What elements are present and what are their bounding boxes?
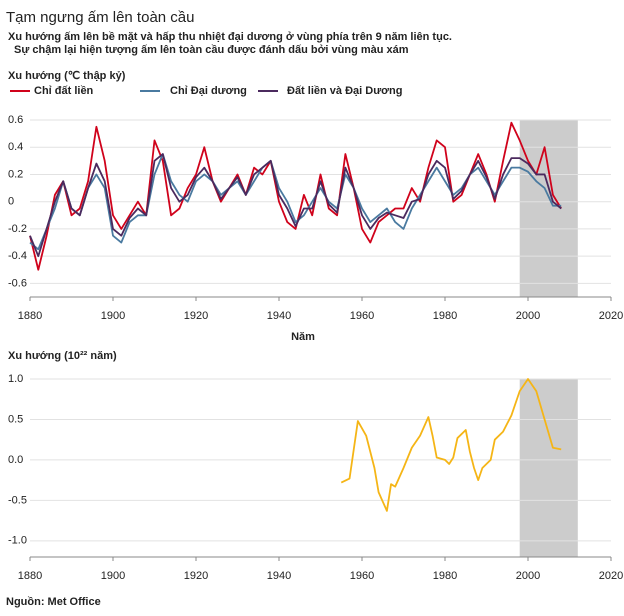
y-tick-label: -0.5 — [8, 494, 27, 506]
data-line — [29, 153, 562, 258]
x-tick-label: 1980 — [433, 570, 457, 582]
data-line — [29, 121, 562, 271]
x-tick-label: 2020 — [599, 570, 623, 582]
legend-label: Đất liền và Đại Dương — [287, 85, 402, 97]
x-tick-label: 1940 — [267, 570, 291, 582]
x-tick-label: 2000 — [516, 310, 540, 322]
source: Nguồn: Met Office — [6, 596, 101, 608]
x-tick-label: 1880 — [18, 570, 42, 582]
y-tick-label: 0.5 — [8, 413, 23, 425]
y-tick-label: 0.4 — [8, 141, 23, 153]
y-axis-label: Xu hướng (10²² năm) — [8, 350, 117, 362]
y-tick-label: 1.0 — [8, 373, 23, 385]
x-tick-label: 1980 — [433, 310, 457, 322]
x-tick-label: 1920 — [184, 310, 208, 322]
title: Tạm ngưng ấm lên toàn cầu — [6, 9, 194, 26]
y-tick-label: 0 — [8, 196, 14, 208]
shaded-region — [519, 120, 578, 297]
legend-label: Chỉ đất liền — [34, 85, 94, 97]
x-tick-label: 2020 — [599, 310, 623, 322]
shaded-region — [519, 379, 578, 557]
x-tick-label: 1880 — [18, 310, 42, 322]
x-axis-label: Năm — [291, 331, 315, 343]
x-tick-label: 1900 — [101, 310, 125, 322]
x-tick-label: 1940 — [267, 310, 291, 322]
y-tick-label: -1.0 — [8, 535, 27, 547]
y-tick-label: 0.6 — [8, 114, 23, 126]
subtitle: Xu hướng ấm lên bề mặt và hấp thu nhiệt … — [8, 31, 452, 43]
y-axis-label: Xu hướng (℃ thập kỷ) — [8, 70, 126, 82]
x-tick-label: 1960 — [350, 310, 374, 322]
x-tick-label: 1920 — [184, 570, 208, 582]
x-tick-label: 2000 — [516, 570, 540, 582]
data-line — [340, 378, 562, 512]
y-tick-label: 0.2 — [8, 168, 23, 180]
x-tick-label: 1900 — [101, 570, 125, 582]
x-tick-label: 1960 — [350, 570, 374, 582]
y-tick-label: -0.6 — [8, 277, 27, 289]
legend-label: Chỉ Đại dương — [170, 85, 247, 97]
subtitle: Sự chậm lại hiện tượng ấm lên toàn cầu đ… — [14, 44, 409, 56]
y-tick-label: -0.2 — [8, 223, 27, 235]
y-tick-label: -0.4 — [8, 250, 27, 262]
y-tick-label: 0.0 — [8, 454, 23, 466]
data-line — [29, 153, 562, 251]
